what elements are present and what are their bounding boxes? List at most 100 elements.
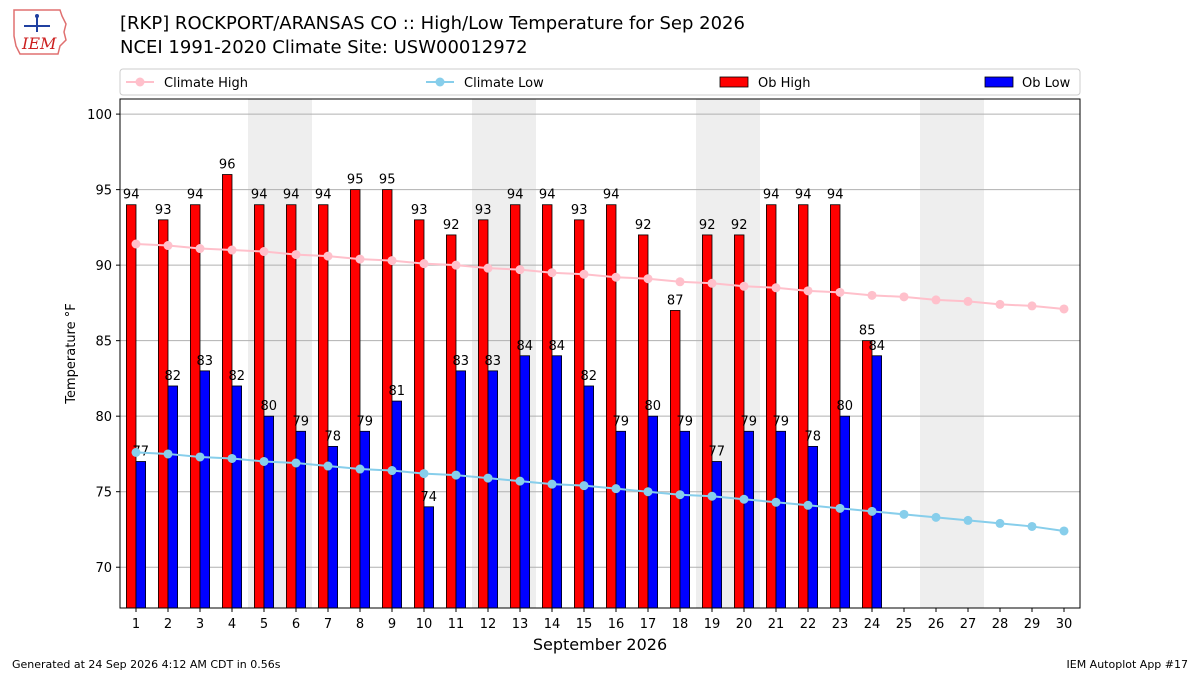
ob-low-bar [263, 415, 275, 609]
climate-high-point [419, 259, 429, 269]
climate-high-point [707, 278, 717, 288]
climate-low-point [387, 466, 397, 476]
ob-high-bar [157, 219, 169, 609]
ob-low-bar [807, 445, 819, 609]
y-tick-label: 75 [95, 486, 112, 501]
weekend-shade [952, 99, 984, 608]
climate-high-point [227, 245, 237, 255]
ob-high-bar [509, 204, 521, 609]
ob-high-label: 94 [763, 188, 780, 203]
ob-low-bar [359, 430, 371, 609]
chart-title: [RKP] ROCKPORT/ARANSAS CO :: High/Low Te… [120, 13, 745, 34]
climate-high-point [995, 299, 1005, 309]
climate-low-point [1027, 521, 1037, 531]
ob-high-label: 93 [571, 203, 588, 218]
climate-high-point [675, 277, 685, 287]
weekend-shade [920, 99, 952, 608]
legend-climate-high-marker [135, 77, 145, 87]
climate-low-point [131, 447, 141, 457]
x-tick-label: 8 [356, 617, 364, 632]
ob-low-label: 80 [837, 399, 854, 414]
ob-high-label: 92 [731, 218, 748, 233]
ob-high-label: 94 [827, 188, 844, 203]
ob-high-label: 87 [667, 293, 684, 308]
ob-low-bar [167, 385, 179, 609]
climate-high-point [451, 260, 461, 270]
climate-low-point [643, 487, 653, 497]
climate-high-point [387, 256, 397, 266]
ob-low-label: 81 [389, 384, 406, 399]
ob-low-label: 79 [357, 414, 374, 429]
x-tick-label: 7 [324, 617, 332, 632]
ob-high-label: 92 [699, 218, 716, 233]
ob-low-bar [679, 430, 691, 609]
ob-low-label: 82 [581, 369, 598, 384]
generated-note: Generated at 24 Sep 2026 4:12 AM CDT in … [12, 658, 281, 671]
x-tick-label: 24 [864, 617, 881, 632]
legend-ob-low-label: Ob Low [1022, 76, 1071, 91]
iem-logo: IEM [10, 6, 70, 62]
climate-low-point [451, 470, 461, 480]
climate-high-point [195, 244, 205, 254]
ob-low-label: 79 [677, 414, 694, 429]
climate-low-point [515, 476, 525, 486]
ob-low-label: 77 [709, 444, 726, 459]
ob-low-bar [135, 461, 147, 609]
ob-high-label: 85 [859, 324, 876, 339]
climate-high-point [355, 254, 365, 264]
ob-low-label: 79 [293, 414, 310, 429]
chart-subtitle: NCEI 1991-2020 Climate Site: USW00012972 [120, 37, 528, 58]
y-axis-label: Temperature °F [64, 303, 79, 404]
climate-high-point [131, 239, 141, 249]
climate-low-point [995, 518, 1005, 528]
ob-high-label: 92 [443, 218, 460, 233]
ob-low-label: 82 [229, 369, 246, 384]
climate-low-point [419, 469, 429, 479]
ob-low-label: 78 [325, 429, 342, 444]
y-tick-label: 90 [95, 259, 112, 274]
ob-low-label: 74 [421, 490, 438, 505]
climate-low-point [675, 490, 685, 500]
legend-ob-high-label: Ob High [758, 76, 811, 91]
ob-high-label: 93 [411, 203, 428, 218]
ob-high-label: 96 [219, 158, 236, 173]
climate-high-point [899, 292, 909, 302]
ob-high-label: 94 [251, 188, 268, 203]
x-tick-label: 23 [832, 617, 849, 632]
ob-low-label: 84 [517, 339, 534, 354]
climate-high-point [739, 281, 749, 291]
x-tick-label: 26 [928, 617, 945, 632]
ob-low-label: 83 [197, 354, 214, 369]
climate-high-line [135, 242, 1065, 310]
y-tick-label: 80 [95, 410, 112, 425]
climate-high-point [1027, 301, 1037, 311]
ob-high-label: 94 [795, 188, 812, 203]
x-tick-label: 29 [1024, 617, 1041, 632]
ob-high-bar [349, 189, 361, 609]
ob-low-label: 83 [453, 354, 470, 369]
ob-low-bar [327, 445, 339, 609]
x-tick-label: 5 [260, 617, 268, 632]
ob-low-bar [775, 430, 787, 609]
ob-high-label: 94 [539, 188, 556, 203]
x-tick-label: 1 [132, 617, 140, 632]
x-tick-label: 27 [960, 617, 977, 632]
x-tick-label: 14 [544, 617, 561, 632]
ob-low-label: 80 [645, 399, 662, 414]
x-tick-label: 9 [388, 617, 396, 632]
ob-high-bar [413, 219, 425, 609]
ob-low-bar [583, 385, 595, 609]
x-tick-label: 15 [576, 617, 593, 632]
ob-high-bar [189, 204, 201, 609]
ob-high-bar [285, 204, 297, 609]
climate-low-point [803, 500, 813, 510]
ob-low-bar [647, 415, 659, 609]
ob-high-label: 92 [635, 218, 652, 233]
climate-low-point [931, 512, 941, 522]
ob-high-bar [862, 340, 873, 609]
climate-low-point [483, 473, 493, 483]
y-tick-label: 95 [95, 184, 112, 199]
x-tick-label: 19 [704, 617, 721, 632]
climate-low-point [323, 461, 333, 471]
legend-ob-high-swatch [719, 76, 749, 88]
